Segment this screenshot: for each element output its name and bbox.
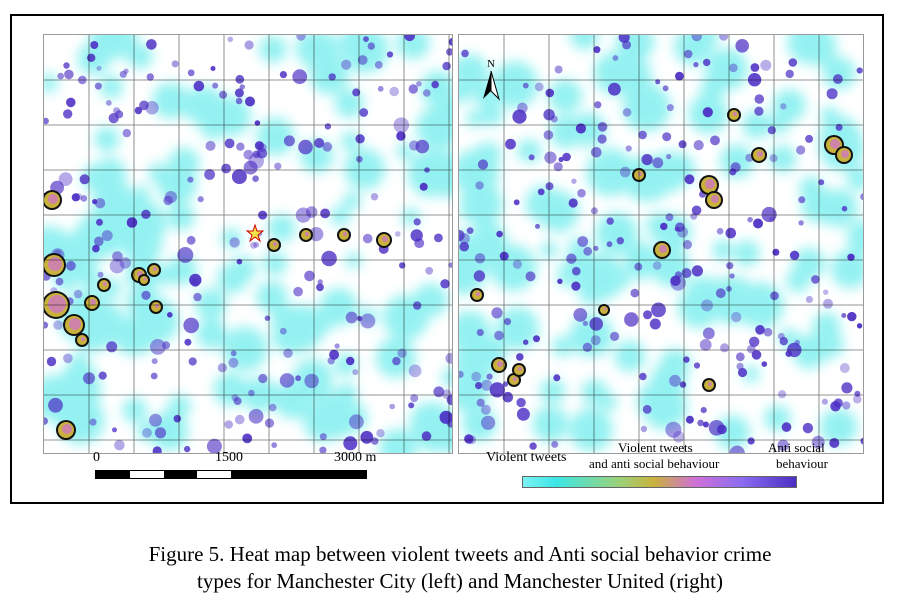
scale-label-0: 0 [93, 450, 100, 465]
star-icon [245, 223, 265, 243]
figure-caption: Figure 5. Heat map between violent tweet… [0, 541, 920, 595]
heatmap-manchester-united: N [458, 34, 864, 454]
caption-line-2: types for Manchester City (left) and Man… [197, 569, 723, 593]
north-arrow-icon: N [479, 55, 503, 103]
north-label: N [487, 58, 495, 70]
legend-label-both-line2: and anti social behaviour [589, 456, 720, 471]
legend-label-asb-line1: Anti social [768, 440, 825, 455]
heatmap-manchester-city [43, 34, 453, 454]
figure-frame: N 0 1500 3000 m Violent tweets Violent t… [10, 14, 884, 504]
scale-bar [95, 470, 367, 479]
legend-color-ramp [522, 476, 797, 488]
caption-line-1: Figure 5. Heat map between violent tweet… [148, 542, 772, 566]
scale-label-1500: 1500 [215, 450, 243, 465]
overlap-hotspots [470, 108, 853, 392]
map-grid [459, 35, 863, 453]
legend-label-violent-tweets: Violent tweets [486, 450, 567, 465]
map-grid [44, 35, 452, 453]
legend-label-both-line1: Violent tweets [618, 440, 693, 455]
heatmap-right-canvas [459, 35, 863, 453]
overlap-hotspots [44, 190, 392, 440]
anti-social-behaviour-points [459, 35, 863, 453]
scale-label-3000: 3000 m [334, 450, 377, 465]
violent-tweets-density [459, 35, 863, 452]
legend-label-asb-line2: behaviour [776, 456, 828, 471]
heatmap-left-canvas [44, 35, 452, 453]
